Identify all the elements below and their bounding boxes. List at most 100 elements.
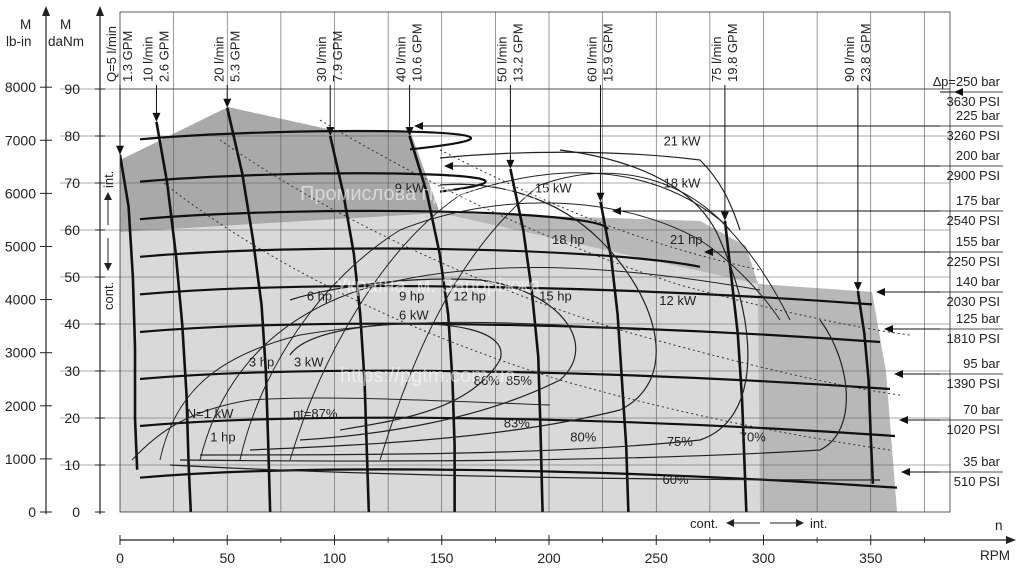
power-label-8: 12 hp	[453, 289, 486, 304]
power-label-3: 3 kW	[294, 354, 324, 369]
power-label-5: 6 kW	[399, 307, 429, 322]
pressure-line-3	[139, 209, 610, 230]
danm-tick-label-30: 30	[64, 363, 80, 379]
x-axis-label-n: n	[995, 518, 1003, 533]
power-curve-6kw	[199, 266, 761, 461]
efficiency-label-4: 80%	[570, 430, 596, 445]
efficiency-labels: ηt=87% 86% 85% 83% 80% 75% 70% 60%	[293, 373, 766, 487]
danm-tick-label-90: 90	[64, 81, 80, 97]
cont-arrowhead	[104, 263, 112, 271]
flow-arrow-6	[596, 192, 605, 202]
pressure-line-1	[139, 129, 473, 151]
x-ticks: 0 50 100 150 200 250 300 350	[116, 535, 925, 566]
efficiency-contour-83	[249, 183, 657, 451]
efficiency-contour-upper	[439, 151, 741, 231]
power-label-9: 12 kW	[659, 293, 697, 308]
pressure-arrow-2	[444, 162, 453, 170]
lbin-tick-label-7000: 7000	[5, 132, 36, 148]
flow-line-3	[328, 135, 371, 513]
lbin-tick-label-8000: 8000	[5, 79, 36, 95]
flow-label-gpm-3: 7.9 GPM	[330, 31, 345, 82]
y-axis-unit-lbin: lb-in	[6, 34, 32, 49]
x-tick-label-150: 150	[430, 550, 454, 566]
int-arrowhead	[104, 192, 112, 200]
power-label-12: 18 hp	[552, 232, 585, 247]
x-tick-label-300: 300	[752, 550, 776, 566]
pressure-label-psi-6: 1810 PSI	[947, 331, 1001, 346]
power-label-6: 9 hp	[399, 289, 424, 304]
axes	[42, 6, 1016, 544]
watermark-2: Україна, м. Запоріжжя	[335, 275, 540, 297]
x-tick-label-350: 350	[859, 550, 883, 566]
intermittent-region-upper	[120, 107, 440, 232]
region-label-int-vertical: int.	[101, 171, 116, 188]
power-curve-9kw	[239, 202, 781, 461]
efficiency-label-1: 86%	[474, 373, 500, 388]
power-curves	[131, 149, 881, 481]
pressure-label-psi-3: 2540 PSI	[947, 213, 1001, 228]
pressure-label-psi-7: 1390 PSI	[947, 376, 1001, 391]
power-label-2: 3 hp	[249, 354, 274, 369]
power-label-15: 21 kW	[664, 133, 702, 148]
lbin-tick-label-6000: 6000	[5, 185, 36, 201]
pressure-label-bar-7: 95 bar	[963, 356, 1001, 371]
watermark-1: Промислова гідравліка ТМ	[300, 183, 548, 205]
danm-tick-label-60: 60	[64, 222, 80, 238]
flow-line-4	[408, 135, 456, 512]
efficiency-label-3: 83%	[504, 415, 530, 430]
y-axis-label-danm-m: M	[60, 17, 71, 32]
pressure-label-bar-3: 175 bar	[956, 193, 1001, 208]
flow-label-gpm-6: 15.9 GPM	[600, 23, 615, 82]
flow-line-7	[723, 220, 748, 513]
flow-label-lpm-6: 60 l/min	[584, 36, 599, 82]
flow-line-0	[120, 154, 139, 470]
pressure-label-psi-4: 2250 PSI	[947, 254, 1001, 269]
flow-arrow-8	[853, 282, 862, 292]
power-label-13: 18 kW	[664, 176, 702, 191]
pressure-line-2	[139, 172, 487, 193]
pressure-label-psi-5: 2030 PSI	[947, 294, 1001, 309]
efficiency-label-0: ηt=87%	[293, 406, 338, 421]
power-curve-15kw	[379, 172, 731, 461]
pressure-label-bar-2: 200 bar	[956, 148, 1001, 163]
power-label-10: 15 hp	[539, 289, 572, 304]
efficiency-contour-87	[289, 323, 502, 431]
x-axis-unit-rpm: RPM	[980, 548, 1010, 563]
efficiency-contour-80	[199, 149, 749, 456]
power-label-1: 1 hp	[210, 430, 235, 445]
flow-arrow-7	[720, 211, 729, 221]
intermittent-region-mid	[440, 213, 897, 512]
watermark-3: https://pgtm.com.ua	[340, 365, 517, 387]
y-axis-label-lbin-m: M	[20, 17, 31, 32]
flow-line-2	[225, 107, 272, 513]
pressure-label-bar-8: 70 bar	[963, 402, 1001, 417]
power-curve-3kw	[159, 321, 641, 461]
pressure-line-6	[139, 322, 881, 344]
flow-label-gpm-8: 23.8 GPM	[858, 23, 873, 82]
efficiency-label-7: 60%	[663, 472, 689, 487]
efficiency-contour-86	[289, 278, 577, 441]
y-axis-unit-danm: daNm	[48, 34, 84, 49]
speed-region-cont: cont.	[690, 516, 718, 531]
flow-label-gpm-2: 5.3 GPM	[227, 31, 242, 82]
efficiency-contour-60	[169, 464, 881, 481]
danm-tick-label-40: 40	[64, 316, 80, 332]
flow-label-gpm-7: 19.8 GPM	[725, 23, 740, 82]
pressure-label-psi-0: 3630 PSI	[947, 94, 1001, 109]
lbin-tick-label-1000: 1000	[5, 451, 36, 467]
lbin-tick-label-0: 0	[28, 504, 36, 520]
flow-label-gpm-0: 1.3 GPM	[120, 31, 135, 82]
power-labels: N=1 kW 1 hp 3 hp 3 kW 6 hp 6 kW 9 hp 9 kW 12 hp 1…	[187, 133, 703, 444]
flow-line-6	[599, 201, 630, 513]
flow-label-lpm-8: 90 l/min	[842, 36, 857, 82]
power-label-4: 6 hp	[307, 289, 332, 304]
pressure-line-7	[139, 369, 891, 391]
plot-frame	[119, 11, 951, 513]
power-curve-1kw	[131, 397, 551, 461]
pressure-label-psi-8: 1020 PSI	[947, 422, 1001, 437]
region-label-cont-vertical: cont.	[101, 282, 116, 310]
x-tick-label-100: 100	[323, 550, 347, 566]
pressure-line-4	[139, 247, 701, 268]
speed-cont-arrowhead	[726, 519, 734, 527]
